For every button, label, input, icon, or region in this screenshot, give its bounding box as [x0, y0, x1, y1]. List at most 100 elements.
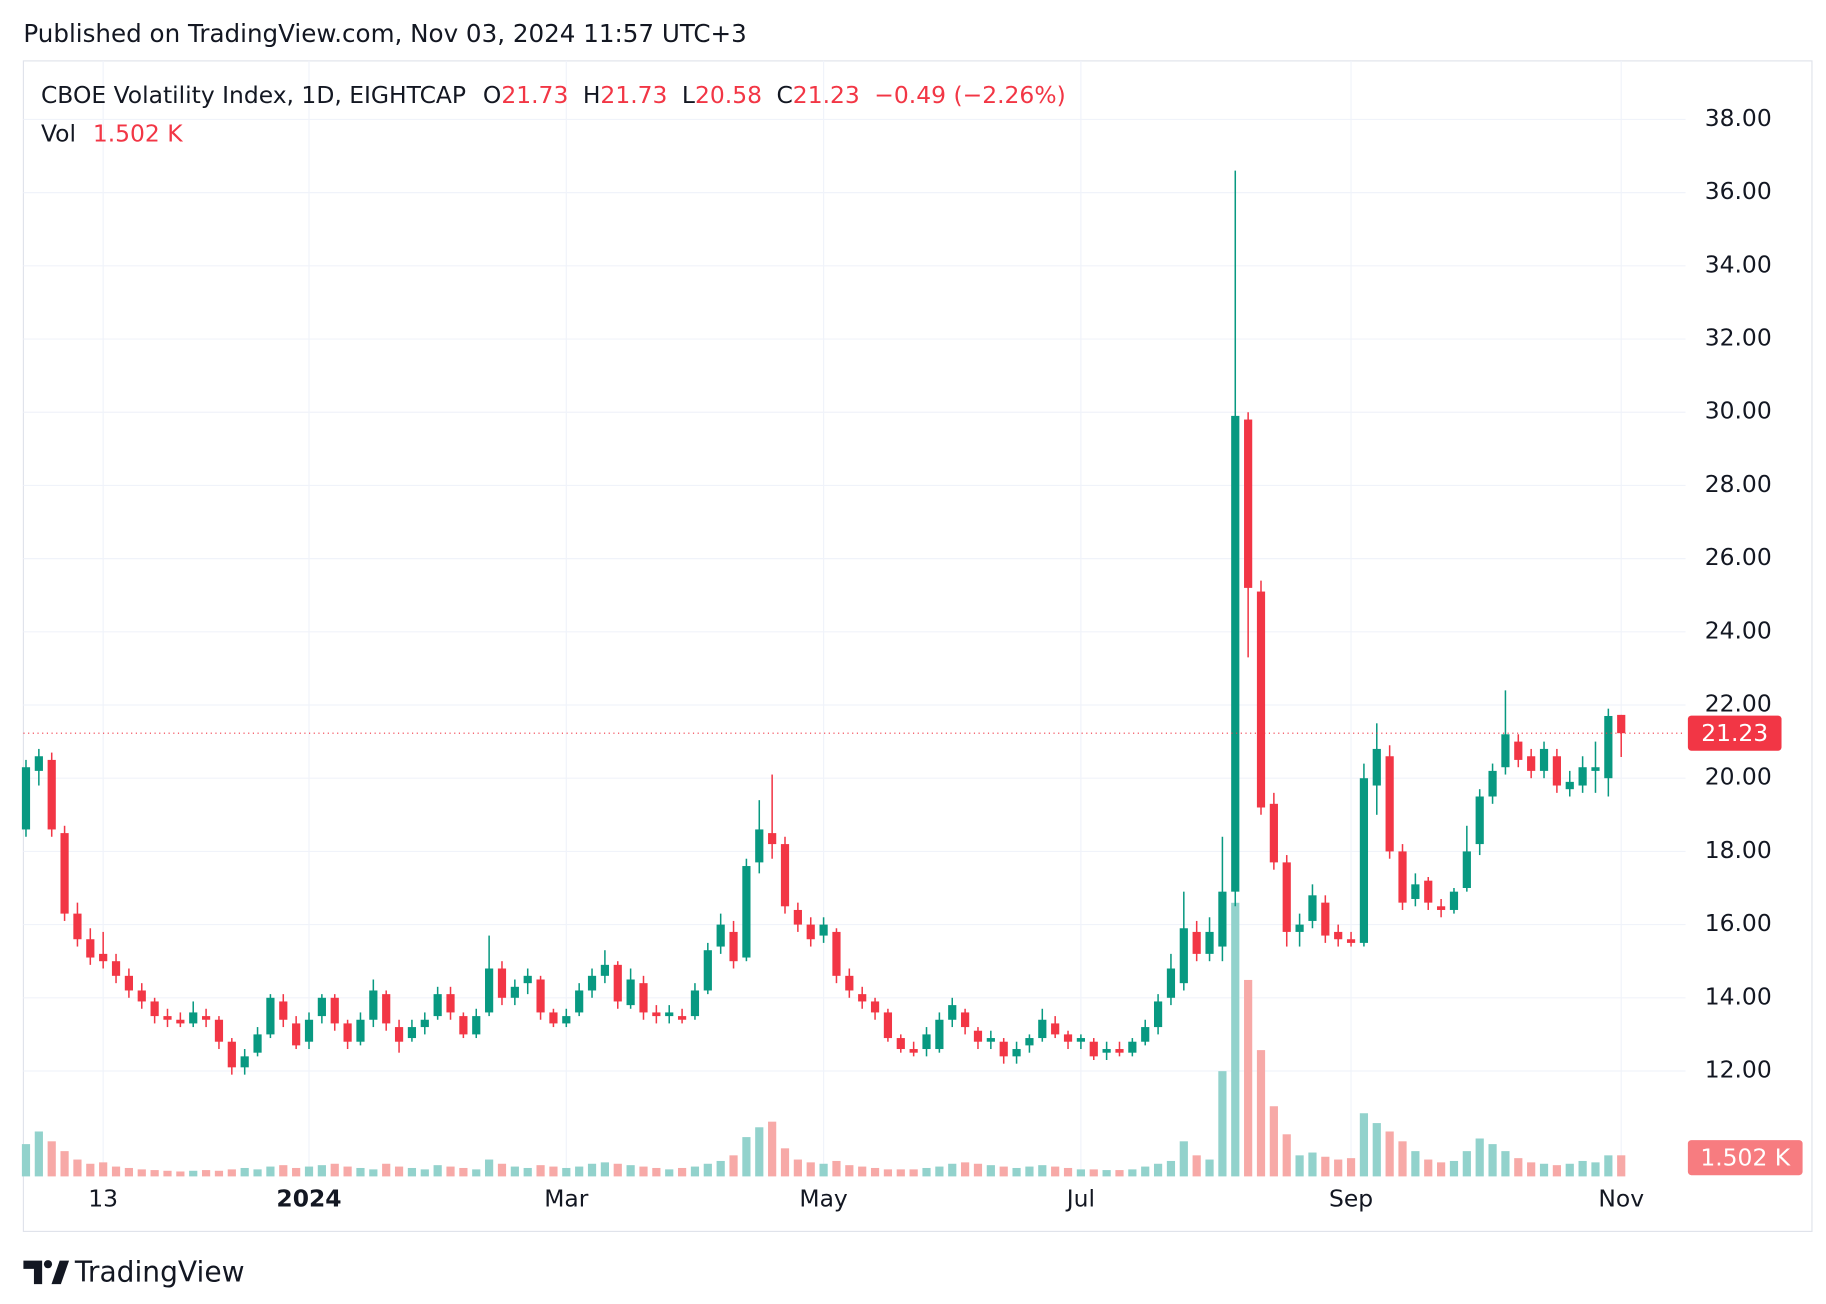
candle-body	[703, 950, 712, 991]
y-tick-label: 18.00	[1705, 836, 1772, 864]
candle-body	[639, 983, 648, 1013]
candle-body	[986, 1038, 995, 1042]
volume-bar	[896, 1169, 905, 1177]
volume-bar	[1578, 1160, 1587, 1177]
published-note: Published on TradingView.com, Nov 03, 20…	[23, 19, 746, 48]
candles	[21, 170, 1686, 1075]
candle-body	[1462, 851, 1471, 888]
volume-bar	[189, 1170, 198, 1177]
y-tick-label: 22.00	[1705, 690, 1772, 718]
volume-bar	[176, 1171, 185, 1177]
volume-bar	[909, 1169, 918, 1177]
volume-bar	[1192, 1155, 1201, 1177]
candle-body	[1514, 741, 1523, 760]
volume-legend-value: 1.502 K	[93, 119, 183, 147]
y-tick-label: 12.00	[1705, 1055, 1772, 1083]
candle-body	[73, 913, 82, 940]
volume-bar	[1539, 1163, 1549, 1177]
candle-body	[420, 1019, 429, 1028]
volume-bar	[549, 1166, 558, 1177]
candle-body	[47, 759, 56, 830]
volume-bar	[394, 1166, 404, 1177]
candle-body	[1012, 1049, 1021, 1057]
volume-bar	[562, 1167, 571, 1177]
candle-body	[613, 964, 622, 1002]
volume-bar	[1385, 1131, 1394, 1177]
legend-label: L	[682, 81, 695, 109]
candle-body	[1539, 748, 1549, 771]
volume-bar	[1115, 1170, 1124, 1177]
volume-bar	[317, 1165, 326, 1177]
candle-body	[1218, 891, 1227, 947]
candle-body	[858, 994, 867, 1002]
volume-bar	[1372, 1123, 1381, 1177]
volume-bar	[639, 1166, 648, 1177]
candle-body	[1372, 748, 1381, 786]
candle-body	[497, 968, 507, 998]
legend-value: 20.58	[695, 81, 762, 109]
candle-body	[883, 1012, 893, 1039]
candle-body	[304, 1019, 314, 1042]
volume-bar	[240, 1167, 249, 1177]
candle-body	[1527, 756, 1536, 771]
candle-body	[1617, 714, 1626, 734]
volume-bar	[369, 1169, 378, 1177]
volume-bar	[1475, 1138, 1484, 1177]
axes: 12.00 14.00 16.00 18.00 20.00 22.00 24.00 26.00…	[88, 104, 1803, 1212]
volume-bar	[523, 1167, 532, 1177]
candle-body	[742, 866, 751, 958]
candle-body	[34, 756, 43, 771]
candle-body	[935, 1019, 944, 1050]
candle-body	[626, 979, 635, 1006]
volume-pane	[21, 902, 1626, 1177]
volume-bar	[124, 1167, 133, 1177]
volume-bar	[497, 1163, 507, 1177]
y-tick-label: 26.00	[1705, 543, 1772, 571]
legend-value: 21.73	[501, 81, 568, 109]
price-tag	[1687, 715, 1782, 751]
volume-bar	[703, 1163, 712, 1177]
x-tick-label: 2024	[276, 1184, 341, 1212]
legend-title: CBOE Volatility Index, 1D, EIGHTCAP	[41, 81, 466, 109]
volume-bar	[986, 1165, 995, 1177]
volume-bar	[1527, 1162, 1536, 1177]
candle-body	[189, 1012, 198, 1024]
grid	[23, 60, 1686, 1177]
volume-bar	[1617, 1155, 1626, 1177]
candle-body	[382, 994, 391, 1024]
volume-bar	[1205, 1159, 1214, 1177]
candle-body	[1089, 1041, 1098, 1057]
candle-body	[665, 1012, 674, 1017]
volume-bar	[1231, 902, 1240, 1177]
candle-body	[1578, 767, 1587, 786]
volume-bar	[665, 1169, 674, 1177]
candle-body	[1051, 1023, 1060, 1035]
volume-bar	[266, 1166, 275, 1177]
volume-bar	[459, 1167, 468, 1177]
volume-bar	[832, 1160, 841, 1177]
volume-bar	[1076, 1169, 1085, 1177]
candle-body	[1205, 931, 1214, 954]
volume-bar	[1462, 1151, 1471, 1177]
candle-body	[433, 994, 442, 1017]
volume-bar	[1153, 1163, 1163, 1177]
x-tick-label: Nov	[1598, 1184, 1644, 1212]
volume-bar	[1552, 1165, 1561, 1177]
candle-body	[1346, 939, 1356, 943]
volume-bar	[1179, 1141, 1188, 1177]
candle-body	[1411, 884, 1420, 899]
candle-body	[407, 1027, 417, 1039]
volume-bar	[1359, 1113, 1369, 1177]
volume-bar	[948, 1163, 957, 1177]
volume-legend: Vol 1.502 K	[41, 119, 183, 147]
volume-bar	[1308, 1152, 1317, 1177]
legend-label: H	[583, 81, 601, 109]
volume-bar	[485, 1159, 494, 1177]
candle-body	[201, 1016, 211, 1020]
volume-bar	[1449, 1160, 1459, 1177]
volume-legend-label: Vol	[41, 119, 76, 147]
candle-body	[1269, 803, 1278, 863]
volume-bar	[446, 1166, 455, 1177]
candle-body	[1244, 419, 1253, 588]
candle-body	[1153, 1001, 1163, 1028]
